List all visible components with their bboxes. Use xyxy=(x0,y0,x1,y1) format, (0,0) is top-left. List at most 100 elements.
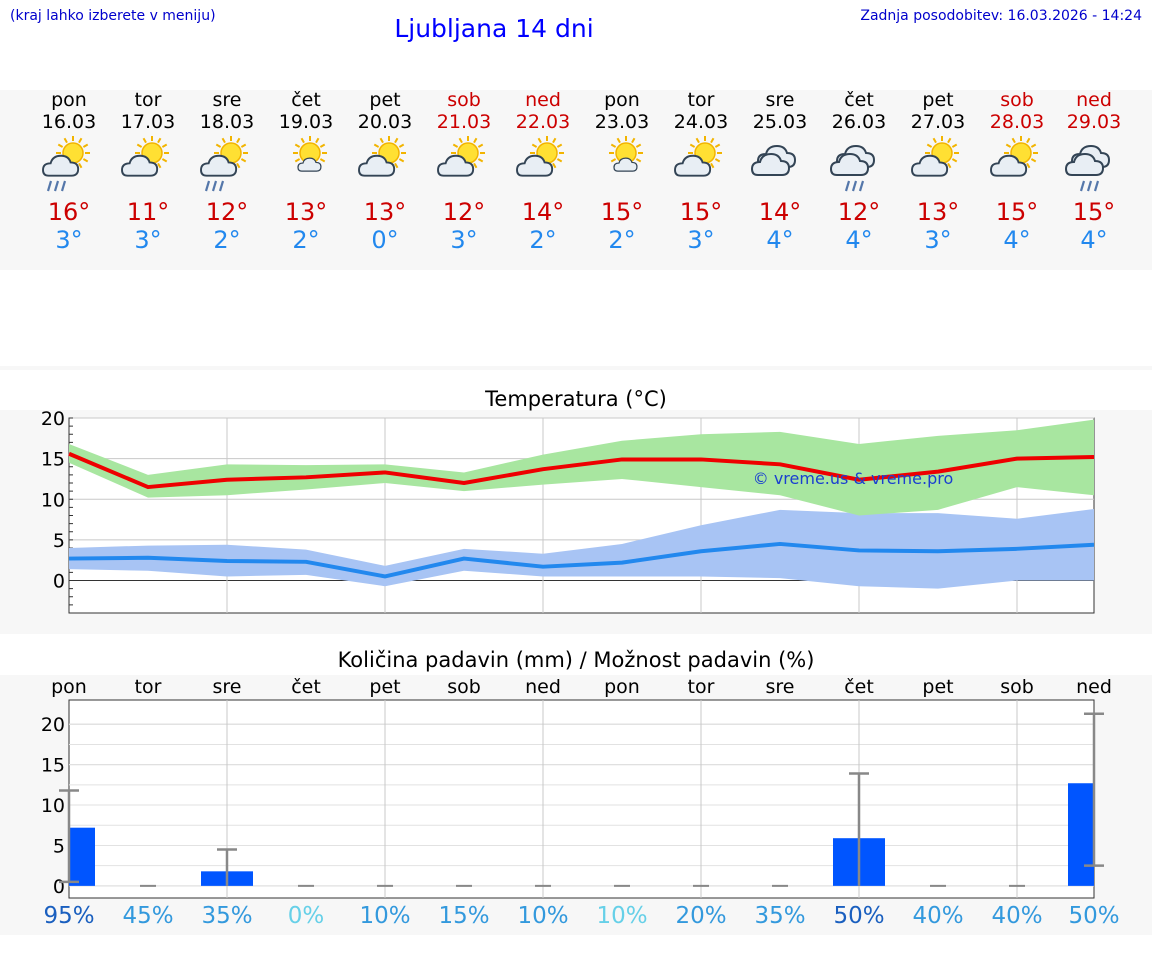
day-date: 26.03 xyxy=(831,111,887,133)
precip-day-name: pon xyxy=(51,676,87,698)
day-date: 23.03 xyxy=(594,111,650,133)
precip-probability: 50% xyxy=(833,903,885,929)
day-min-temp: 2° xyxy=(213,226,241,254)
day-date: 25.03 xyxy=(752,111,808,133)
day-max-temp: 15° xyxy=(995,198,1039,226)
sun-cloud-rain-icon xyxy=(187,136,267,195)
day-min-temp: 4° xyxy=(1080,226,1108,254)
day-max-temp: 16° xyxy=(47,198,91,226)
precip-day-name: čet xyxy=(291,676,321,698)
precip-probability: 10% xyxy=(359,903,411,929)
temperature-y-tick: 15 xyxy=(41,449,65,471)
day-name: čet xyxy=(291,89,321,111)
day-min-temp: 3° xyxy=(687,226,715,254)
day-max-temp: 12° xyxy=(205,198,249,226)
precip-probability: 40% xyxy=(991,903,1043,929)
day-name: ned xyxy=(1076,89,1112,111)
day-min-temp: 3° xyxy=(450,226,478,254)
sun-cloud-icon xyxy=(977,136,1057,195)
min-temp-range-band xyxy=(69,509,1094,589)
precip-day-name: pet xyxy=(922,676,954,698)
day-name: tor xyxy=(134,89,162,111)
precip-day-name: ned xyxy=(1076,676,1112,698)
day-min-temp: 3° xyxy=(924,226,952,254)
daily-forecast-panel xyxy=(0,90,1152,270)
max-temp-range-band xyxy=(69,419,1094,516)
max-temp-line xyxy=(68,451,1095,490)
day-date: 22.03 xyxy=(515,111,571,133)
precip-day-name: sre xyxy=(212,676,242,698)
watermark: © vreme.us & vreme.pro xyxy=(753,469,954,488)
precip-probability: 45% xyxy=(122,903,174,929)
precipitation-y-tick: 10 xyxy=(41,795,65,817)
precipitation-bar xyxy=(69,827,95,886)
day-date: 24.03 xyxy=(673,111,729,133)
precip-day-name: sre xyxy=(765,676,795,698)
day-date: 19.03 xyxy=(278,111,334,133)
precip-day-name: sob xyxy=(1000,676,1034,698)
precipitation-bar xyxy=(1068,783,1094,886)
day-name: pon xyxy=(51,89,87,111)
day-min-temp: 0° xyxy=(371,226,399,254)
day-date: 28.03 xyxy=(989,111,1045,133)
cloud-icon xyxy=(740,137,820,195)
sun-cloud-icon xyxy=(661,136,741,195)
day-date: 29.03 xyxy=(1066,111,1122,133)
precip-probability: 35% xyxy=(201,903,253,929)
day-min-temp: 2° xyxy=(608,226,636,254)
sun-small-cloud-icon xyxy=(582,136,662,195)
day-max-temp: 12° xyxy=(837,198,881,226)
temperature-y-tick: 20 xyxy=(41,408,65,430)
day-min-temp: 4° xyxy=(766,226,794,254)
day-name: sob xyxy=(1000,89,1034,111)
day-name: sob xyxy=(447,89,481,111)
sun-cloud-rain-icon xyxy=(29,136,109,195)
sun-cloud-icon xyxy=(503,136,583,195)
day-name: pet xyxy=(922,89,954,111)
precip-day-name: sob xyxy=(447,676,481,698)
day-date: 20.03 xyxy=(357,111,413,133)
day-name: čet xyxy=(844,89,874,111)
temperature-chart-title: Temperatura (°C) xyxy=(485,387,667,411)
day-name: pet xyxy=(369,89,401,111)
cloud-rain-icon xyxy=(819,137,899,195)
precipitation-y-tick: 0 xyxy=(53,876,65,898)
day-name: ned xyxy=(525,89,561,111)
precip-probability: 15% xyxy=(438,903,490,929)
precipitation-y-tick: 15 xyxy=(41,755,65,777)
precip-day-name: tor xyxy=(134,676,162,698)
day-max-temp: 13° xyxy=(916,198,960,226)
precip-day-name: čet xyxy=(844,676,874,698)
precip-day-name: pet xyxy=(369,676,401,698)
day-name: pon xyxy=(604,89,640,111)
day-min-temp: 4° xyxy=(1003,226,1031,254)
precip-probability: 40% xyxy=(912,903,964,929)
precipitation-y-tick: 5 xyxy=(53,835,65,857)
sun-cloud-icon xyxy=(108,136,188,195)
sun-cloud-icon xyxy=(424,136,504,195)
day-date: 21.03 xyxy=(436,111,492,133)
precip-probability: 95% xyxy=(43,903,95,929)
day-min-temp: 3° xyxy=(55,226,83,254)
day-min-temp: 2° xyxy=(529,226,557,254)
day-date: 27.03 xyxy=(910,111,966,133)
precip-probability: 0% xyxy=(287,903,325,929)
day-max-temp: 15° xyxy=(679,198,723,226)
day-min-temp: 4° xyxy=(845,226,873,254)
precipitation-chart-title: Količina padavin (mm) / Možnost padavin … xyxy=(337,648,815,672)
day-max-temp: 12° xyxy=(442,198,486,226)
day-max-temp: 13° xyxy=(284,198,328,226)
location-hint: (kraj lahko izberete v meniju) xyxy=(10,8,216,24)
precip-probability: 50% xyxy=(1068,903,1120,929)
precip-probability: 10% xyxy=(517,903,569,929)
day-max-temp: 15° xyxy=(600,198,644,226)
min-temp-line xyxy=(68,541,1095,579)
day-min-temp: 3° xyxy=(134,226,162,254)
day-name: sre xyxy=(765,89,795,111)
sun-cloud-icon xyxy=(345,136,425,195)
day-max-temp: 14° xyxy=(521,198,565,226)
precip-day-name: pon xyxy=(604,676,640,698)
day-min-temp: 2° xyxy=(292,226,320,254)
day-max-temp: 14° xyxy=(758,198,802,226)
